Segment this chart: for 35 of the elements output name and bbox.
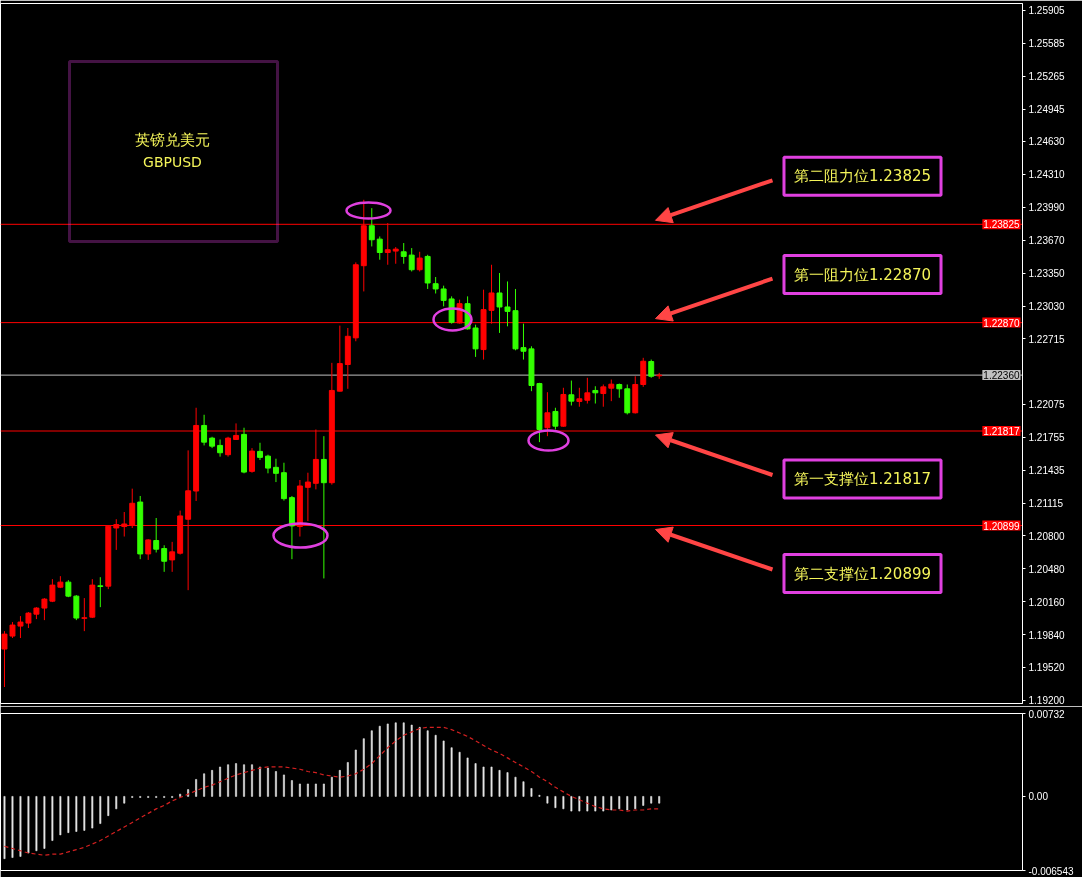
y-tick-label: 1.19840 [1028, 629, 1066, 641]
y-tick-label: 1.20480 [1028, 563, 1066, 575]
annotation: 第一支撑位1.21817 [793, 470, 932, 489]
ref-line-label: 1.23825 [983, 219, 1020, 231]
y-tick-label: 0.00732 [1028, 708, 1066, 720]
y-tick-label: 1.22075 [1028, 399, 1066, 411]
y-tick-label: 1.24310 [1028, 169, 1066, 181]
y-tick-label: 1.25585 [1028, 38, 1066, 50]
y-tick-label: 1.23990 [1028, 202, 1066, 214]
y-tick-label: 1.23350 [1028, 268, 1066, 280]
y-tick-label: 1.24945 [1028, 104, 1066, 116]
ref-line-label: 1.22870 [983, 317, 1020, 329]
ref-line-label: 1.21817 [983, 426, 1020, 438]
ref-line-label: 1.20899 [983, 520, 1020, 532]
y-tick-label: 1.20160 [1028, 596, 1066, 608]
annotation: 第一阻力位1.22870 [793, 265, 932, 284]
text: 英镑兑美元 [135, 130, 210, 149]
y-tick-label: 1.20800 [1028, 530, 1066, 542]
y-tick-label: 1.24630 [1028, 136, 1066, 148]
y-tick-label: 1.19200 [1028, 695, 1066, 707]
y-tick-label: 1.22715 [1028, 333, 1066, 345]
text: GBPUSD [143, 153, 202, 170]
y-tick-label: 1.21115 [1028, 498, 1064, 510]
y-tick-label: 1.19520 [1028, 662, 1066, 674]
y-tick-label: 1.23030 [1028, 301, 1066, 313]
ref-line-label: 1.22360 [983, 370, 1020, 382]
annotation: 第二支撑位1.20899 [793, 564, 932, 583]
y-tick-label: 1.25265 [1028, 71, 1066, 83]
y-tick-label: 1.25905 [1028, 5, 1066, 17]
y-tick-label: -0.006543 [1028, 865, 1074, 877]
y-tick-label: 1.21435 [1028, 465, 1066, 477]
y-tick-label: 1.21755 [1028, 432, 1066, 444]
y-tick-label: 1.23670 [1028, 235, 1066, 247]
annotation: 第二阻力位1.23825 [793, 167, 932, 186]
y-tick-label: 0.00 [1028, 791, 1049, 803]
